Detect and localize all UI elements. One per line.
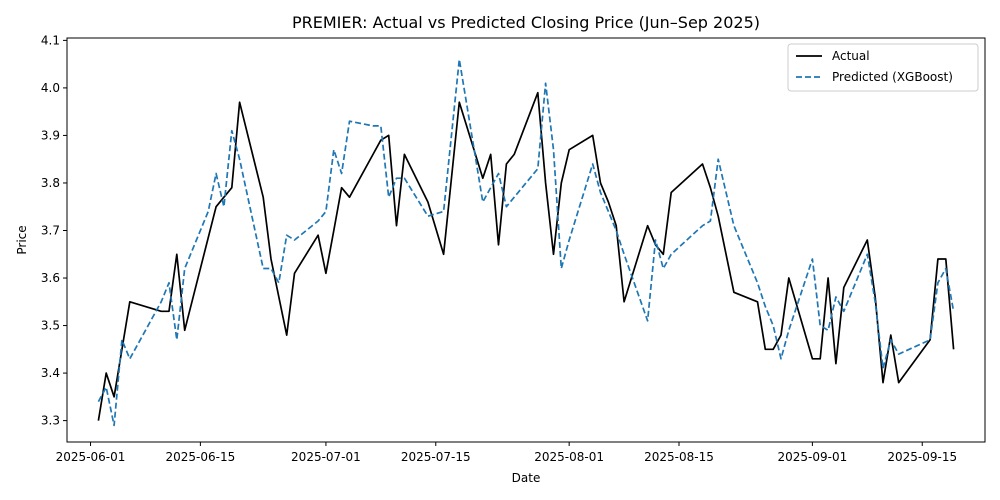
y-tick-label: 3.5 bbox=[41, 319, 60, 333]
plot-frame bbox=[66, 37, 986, 443]
x-tick-label: 2025-06-01 bbox=[56, 450, 126, 464]
x-tick-label: 2025-07-15 bbox=[401, 450, 471, 464]
series-line-0 bbox=[97, 91, 955, 421]
series-line-1 bbox=[97, 58, 955, 427]
y-tick-label: 3.6 bbox=[41, 271, 60, 285]
y-tick-label: 3.3 bbox=[41, 414, 60, 428]
y-axis-label: Price bbox=[15, 225, 29, 254]
x-axis-label: Date bbox=[512, 471, 541, 485]
x-axis: 2025-06-01 2025-06-15 2025-07-01 2025-07-15… bbox=[56, 442, 957, 464]
legend-predicted-label: Predicted (XGBoost) bbox=[832, 70, 953, 84]
y-tick-label: 3.7 bbox=[41, 223, 60, 237]
x-tick-label: 2025-06-15 bbox=[166, 450, 236, 464]
x-tick-label: 2025-09-15 bbox=[887, 450, 957, 464]
series-layer bbox=[97, 58, 955, 427]
x-tick-label: 2025-08-15 bbox=[644, 450, 714, 464]
y-tick-label: 3.9 bbox=[41, 128, 60, 142]
y-axis: 3.3 3.4 3.5 3.6 3.7 3.8 3.9 4.0 4.1 bbox=[41, 33, 67, 428]
legend: Actual Predicted (XGBoost) bbox=[787, 43, 979, 92]
y-tick-label: 3.4 bbox=[41, 366, 60, 380]
x-tick-label: 2025-07-01 bbox=[291, 450, 361, 464]
y-tick-label: 3.8 bbox=[41, 176, 60, 190]
x-tick-label: 2025-09-01 bbox=[778, 450, 848, 464]
legend-actual-label: Actual bbox=[832, 49, 870, 63]
x-tick-label: 2025-08-01 bbox=[534, 450, 604, 464]
y-tick-label: 4.1 bbox=[41, 33, 60, 47]
chart-title: PREMIER: Actual vs Predicted Closing Pri… bbox=[292, 13, 760, 32]
y-tick-label: 4.0 bbox=[41, 81, 60, 95]
legend-box bbox=[787, 43, 979, 92]
